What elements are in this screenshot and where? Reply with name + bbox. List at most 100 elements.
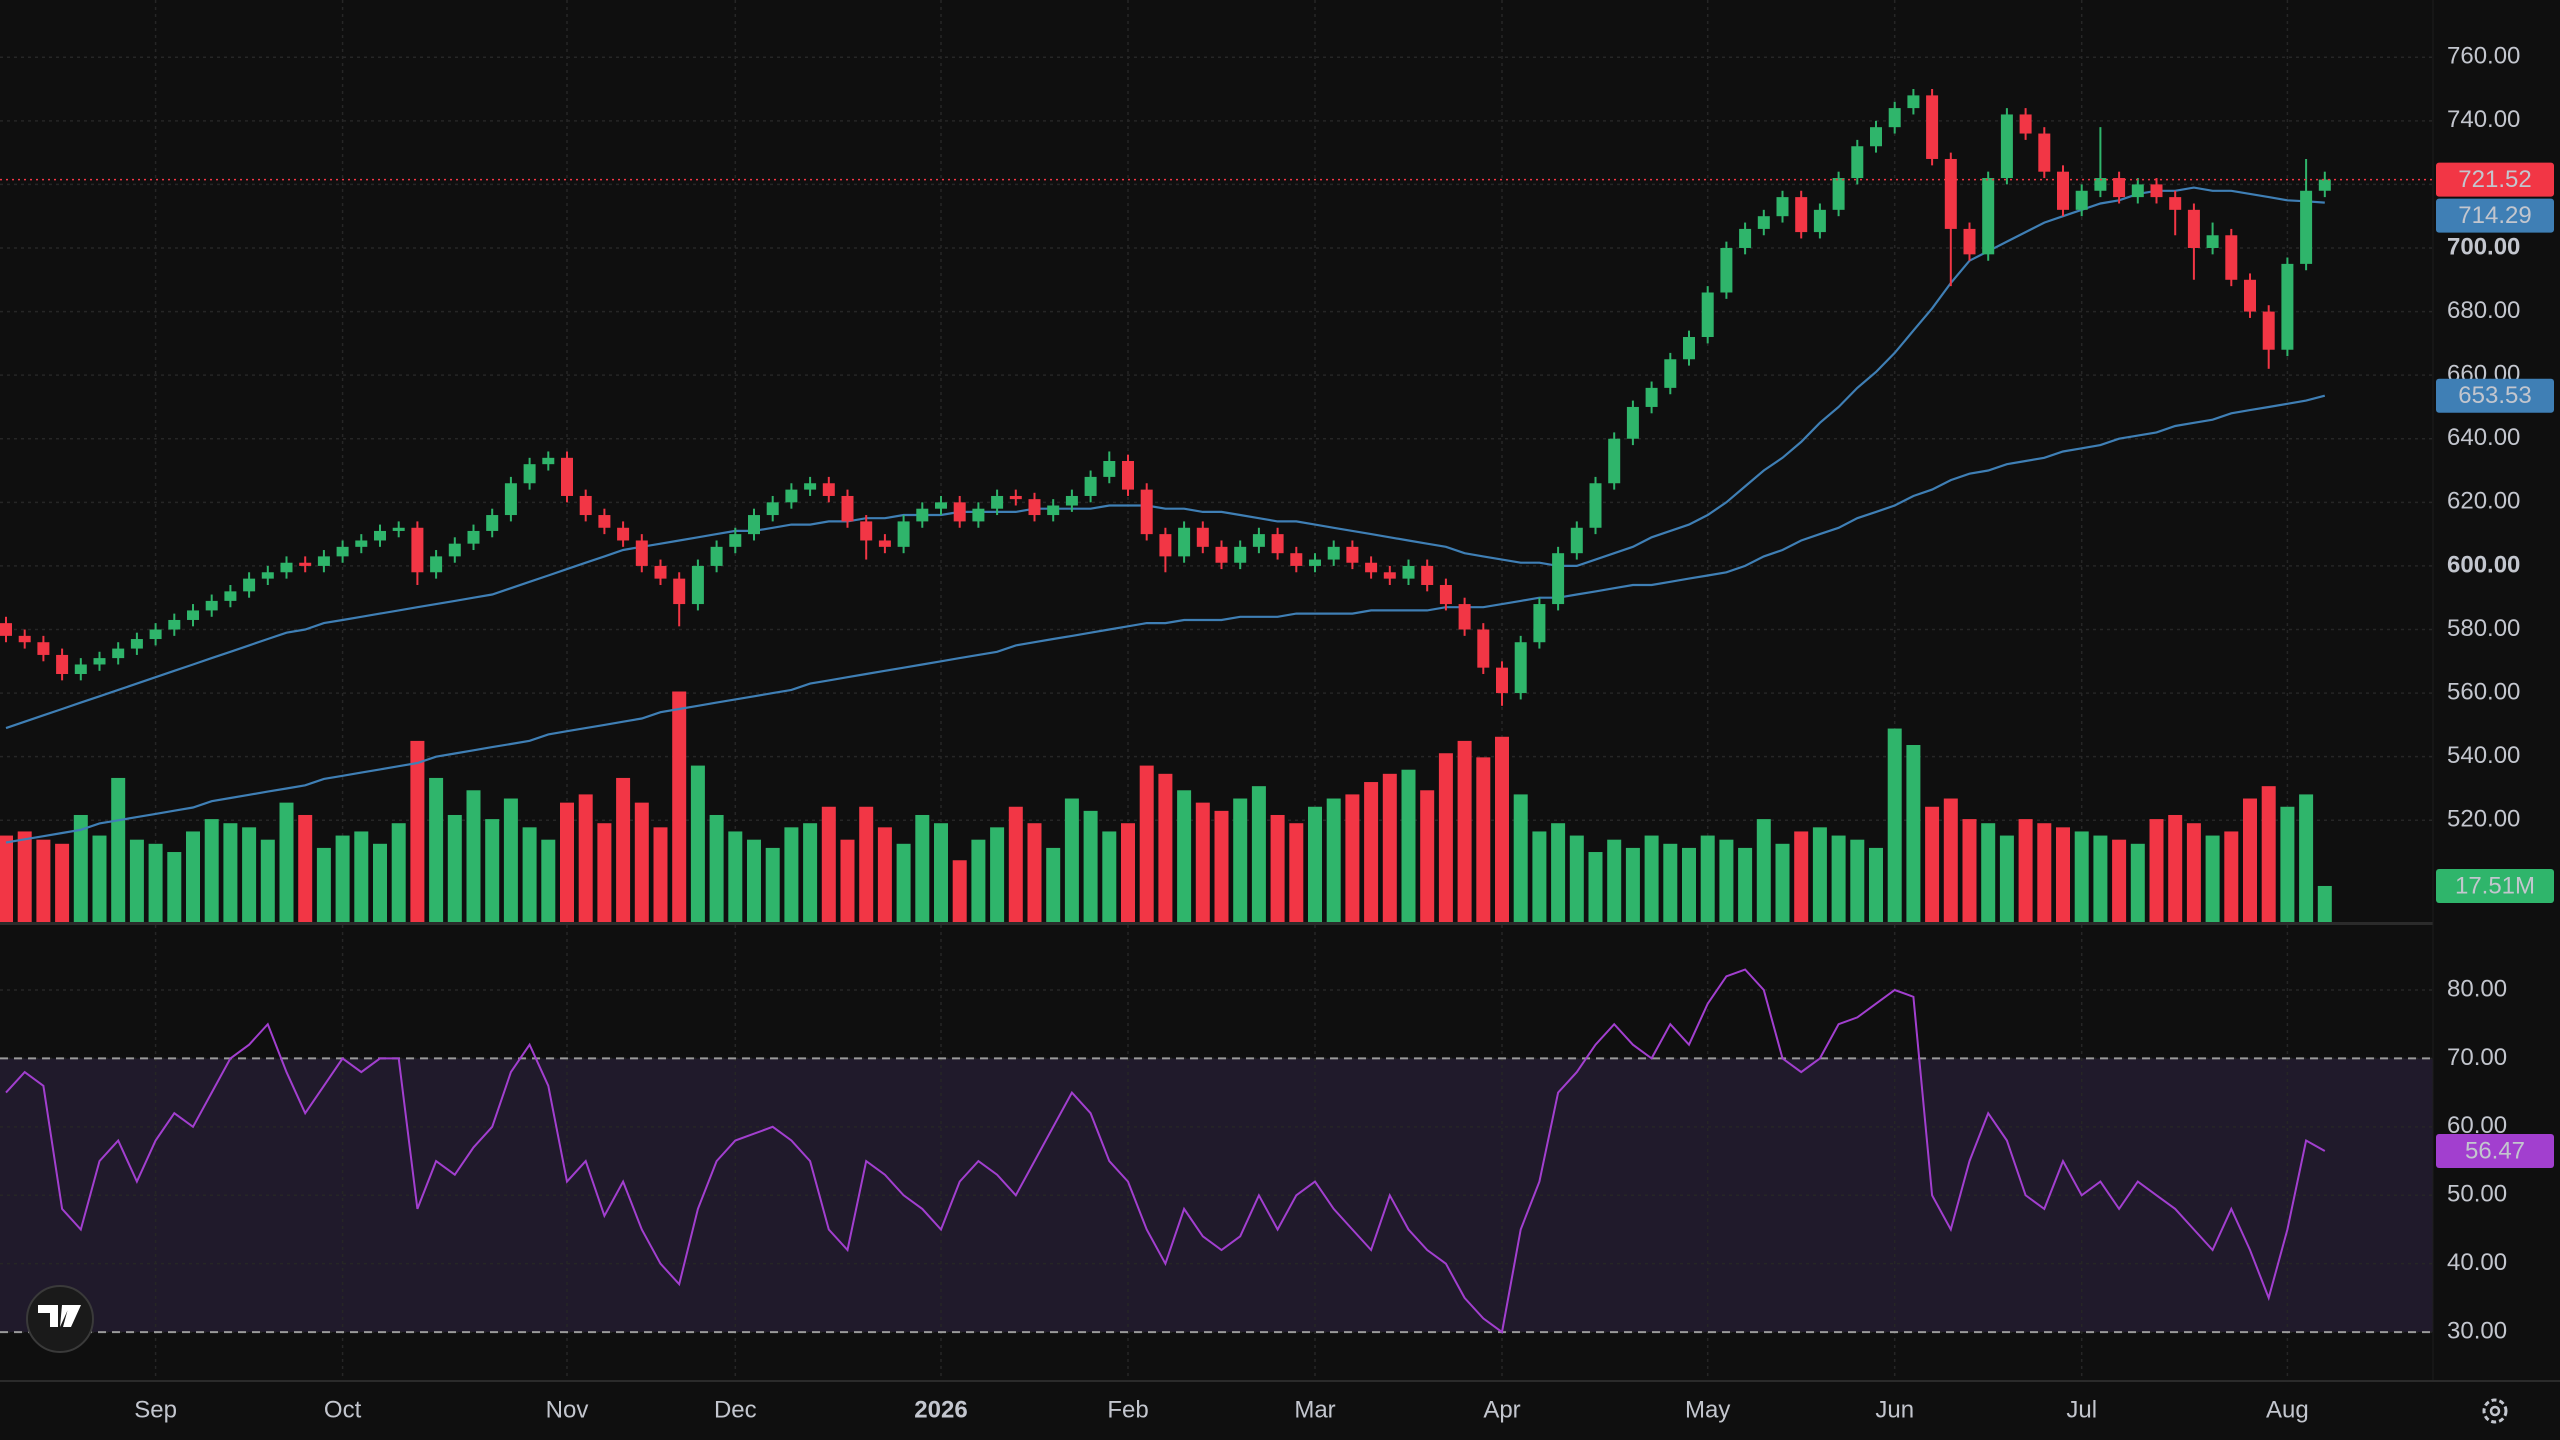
candle-body	[1664, 359, 1677, 388]
volume-bar	[1476, 757, 1491, 922]
volume-bar	[1962, 819, 1977, 922]
volume-bar	[2299, 794, 2314, 922]
volume-bar	[971, 839, 986, 922]
candle-body	[1982, 178, 1995, 255]
candle-body	[766, 502, 779, 516]
volume-bar	[1438, 753, 1453, 922]
candle-body	[916, 508, 929, 522]
volume-bar	[1943, 798, 1958, 922]
candle-body	[1103, 461, 1116, 477]
volume-bar	[990, 827, 1005, 922]
candle-body	[1439, 584, 1452, 605]
candle-body	[878, 540, 891, 547]
volume-bar	[597, 823, 612, 922]
volume-bar	[1214, 810, 1229, 922]
volume-bar	[1345, 794, 1360, 922]
volume-bar	[335, 835, 350, 922]
candle-body	[1084, 476, 1097, 496]
candle-body	[654, 565, 667, 579]
volume-bar	[2317, 885, 2332, 922]
rsi-tick-label: 40.00	[2447, 1249, 2507, 1276]
candle-body	[56, 654, 69, 675]
candle-body	[1178, 527, 1191, 557]
candle-body	[1795, 197, 1808, 233]
axis-tag	[2436, 868, 2554, 903]
volume-bar	[541, 839, 556, 922]
volume-bar	[316, 847, 331, 922]
x-tick-label: Jul	[2066, 1396, 2097, 1423]
candle-body	[935, 502, 947, 509]
candle-body	[18, 635, 31, 643]
candle-body	[598, 515, 611, 528]
volume-bar	[1532, 831, 1547, 922]
candle-body	[804, 483, 817, 490]
candle-body	[841, 495, 854, 522]
volume-bar	[1233, 798, 1248, 922]
volume-bar	[896, 843, 911, 922]
candle-body	[2019, 114, 2032, 134]
volume-bar	[1401, 769, 1416, 922]
candle-body	[1065, 495, 1078, 506]
volume-bar	[1644, 835, 1659, 922]
y-tick-label: 640.00	[2447, 424, 2520, 451]
candle-body	[2187, 209, 2200, 248]
volume-bar	[952, 860, 967, 922]
volume-bar	[1251, 786, 1266, 922]
volume-bar	[1981, 823, 1996, 922]
candle-body	[1215, 546, 1228, 563]
rsi-line	[5, 968, 2326, 1334]
volume-bar	[1008, 806, 1023, 922]
volume-bar	[634, 802, 649, 922]
candle-body	[448, 543, 461, 557]
x-tick-label: Sep	[134, 1396, 177, 1423]
volume-bar	[2018, 819, 2033, 922]
candle-body	[1701, 292, 1714, 338]
candle-body	[991, 495, 1004, 509]
candle-body	[2038, 133, 2051, 172]
settings-button[interactable]	[2482, 1398, 2508, 1424]
x-tick-label: Oct	[324, 1396, 362, 1423]
candle-body	[785, 489, 798, 503]
candle-body	[1327, 546, 1340, 560]
volume-bar	[466, 790, 481, 922]
candle-body	[523, 464, 536, 484]
axis-tag-label: 17.51M	[2455, 872, 2535, 899]
candle-body	[0, 623, 12, 636]
volume-bar	[1869, 847, 1883, 922]
candle-body	[2206, 235, 2219, 248]
candle-body	[1533, 604, 1546, 643]
rsi-tick-label: 80.00	[2447, 975, 2507, 1002]
candle-body	[1851, 146, 1864, 179]
candle-body	[1776, 197, 1789, 217]
candle-body	[2057, 171, 2069, 210]
volume-bar	[1719, 839, 1734, 922]
volume-bar	[2243, 798, 2257, 922]
volume-bar	[784, 827, 799, 922]
candle-body	[897, 521, 910, 547]
candle-body	[1047, 505, 1060, 516]
candle-body	[2300, 190, 2313, 264]
candle-body	[1234, 546, 1247, 563]
candle-body	[467, 530, 480, 544]
volume-bar	[1831, 835, 1846, 922]
settings-gear	[2482, 1398, 2508, 1424]
logo-circle	[26, 1285, 94, 1353]
candle-body	[1252, 534, 1265, 547]
candle-body	[37, 642, 50, 655]
volume-bar	[2056, 827, 2070, 922]
axis-tag-label: 653.53	[2458, 382, 2531, 409]
volume-bar	[1495, 736, 1509, 922]
candle-body	[243, 578, 256, 592]
settings-gear-center	[2489, 1405, 2501, 1417]
candle-body	[2244, 279, 2256, 312]
x-tick-label: May	[1685, 1396, 1730, 1423]
x-tick-label: Mar	[1294, 1396, 1335, 1423]
volume-bar	[1382, 773, 1397, 922]
volume-bar	[1794, 831, 1809, 922]
volume-bar	[560, 802, 574, 922]
candle-body	[168, 619, 181, 630]
candle-body	[486, 515, 499, 531]
volume-bar	[859, 806, 874, 922]
